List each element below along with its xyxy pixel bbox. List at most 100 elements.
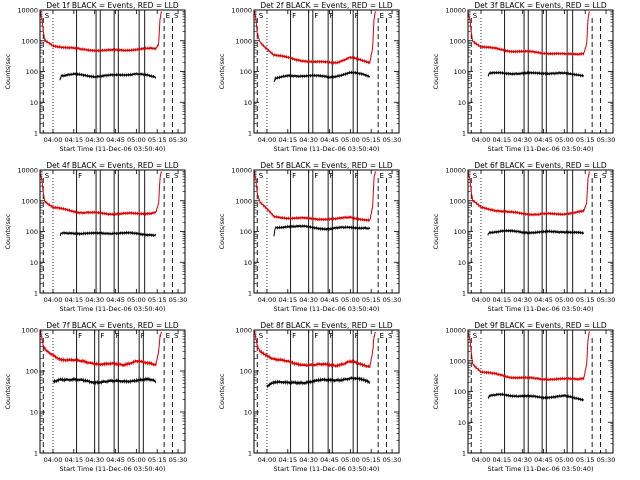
- events-series-line: [487, 70, 585, 78]
- flag-letter: F: [355, 332, 359, 340]
- x-tick-label: 05:30: [597, 296, 616, 304]
- flag-letter: S: [388, 172, 393, 180]
- y-tick-label: 1000: [21, 197, 38, 205]
- y-tick-label: 1: [462, 290, 466, 298]
- x-axis-label: Start Time (11-Dec-06 03:50:40): [59, 145, 165, 153]
- x-tick-label: 04:45: [320, 456, 339, 464]
- y-tick-label: 10: [244, 259, 252, 267]
- chart-panel-4: Det 4f BLACK = Events, RED = LLD Counts/s…: [4, 161, 187, 313]
- flag-letter: S: [45, 332, 50, 340]
- x-tick-label: 04:45: [320, 296, 339, 304]
- y-tick-label: 100: [240, 228, 252, 236]
- y-axis-label: Counts/sec: [218, 53, 226, 89]
- x-tick-label: 04:45: [534, 456, 553, 464]
- x-tick-label: 05:30: [169, 136, 188, 144]
- lld-series-line: [468, 171, 590, 217]
- flag-letter: F: [292, 12, 296, 20]
- flag-letter: F: [355, 12, 359, 20]
- flag-letter: E: [380, 12, 384, 20]
- flag-letter: E: [380, 172, 384, 180]
- flag-letter: E: [166, 12, 170, 20]
- chart-title: Det 8f BLACK = Events, RED = LLD: [260, 321, 393, 330]
- plot-frame: [253, 329, 400, 454]
- x-tick-label: 04:45: [106, 456, 125, 464]
- y-tick-label: 100: [454, 388, 466, 396]
- x-axis-label: Start Time (11-Dec-06 03:50:40): [59, 465, 165, 473]
- chart-title: Det 1f BLACK = Events, RED = LLD: [46, 1, 179, 10]
- flag-letter: S: [45, 12, 50, 20]
- flag-letter: S: [473, 332, 478, 340]
- flag-letter: S: [259, 12, 264, 20]
- x-tick-label: 05:00: [341, 296, 360, 304]
- events-series-line: [52, 376, 157, 386]
- flag-letter: S: [473, 12, 478, 20]
- lld-series-line: [254, 171, 376, 223]
- y-tick-label: 10000: [445, 7, 466, 15]
- x-tick-label: 04:00: [44, 456, 63, 464]
- x-tick-label: 05:30: [169, 456, 188, 464]
- chart-panel-3: Det 3f BLACK = Events, RED = LLD Counts/s…: [432, 1, 615, 153]
- x-tick-label: 05:00: [555, 296, 574, 304]
- x-tick-label: 04:00: [44, 296, 63, 304]
- x-tick-label: 05:15: [362, 136, 381, 144]
- y-tick-label: 10: [458, 259, 466, 267]
- flag-letter: F: [78, 332, 82, 340]
- chart-panel-2: Det 2f BLACK = Events, RED = LLD Counts/s…: [218, 1, 401, 153]
- x-tick-label: 05:15: [362, 456, 381, 464]
- x-tick-label: 05:15: [576, 456, 595, 464]
- x-tick-label: 04:45: [534, 136, 553, 144]
- x-tick-label: 05:00: [341, 136, 360, 144]
- y-tick-label: 100: [454, 228, 466, 236]
- x-tick-label: 04:30: [513, 136, 532, 144]
- y-tick-label: 1: [248, 290, 252, 298]
- chart-title: Det 6f BLACK = Events, RED = LLD: [474, 161, 607, 170]
- x-tick-label: 05:15: [148, 136, 167, 144]
- plot-frame: [467, 169, 614, 294]
- x-tick-label: 05:30: [383, 296, 402, 304]
- flag-letter: S: [174, 172, 179, 180]
- flag-letter: S: [473, 172, 478, 180]
- x-tick-label: 04:30: [85, 136, 104, 144]
- y-tick-label: 1: [248, 130, 252, 138]
- flag-letter: S: [259, 332, 264, 340]
- x-axis-label: Start Time (11-Dec-06 03:50:40): [273, 305, 379, 313]
- x-tick-label: 04:15: [278, 136, 297, 144]
- flag-letter: S: [174, 332, 179, 340]
- y-axis-label: Counts/sec: [4, 373, 12, 409]
- flag-letter: F: [314, 12, 318, 20]
- plot-frame: [39, 9, 186, 134]
- x-tick-label: 05:00: [341, 456, 360, 464]
- x-tick-label: 04:45: [534, 296, 553, 304]
- lld-series-line: [40, 330, 162, 368]
- y-axis-label: Counts/sec: [432, 373, 440, 409]
- chart-panel-8: Det 8f BLACK = Events, RED = LLD Counts/s…: [218, 321, 401, 473]
- flag-letter: S: [602, 172, 607, 180]
- y-tick-label: 10: [458, 99, 466, 107]
- events-series-line: [273, 70, 371, 83]
- plot-frame: [253, 169, 400, 294]
- events-series-line: [487, 392, 585, 402]
- chart-panel-5: Det 5f BLACK = Events, RED = LLD Counts/s…: [218, 161, 401, 313]
- lld-series-line: [40, 171, 162, 217]
- events-series-line: [59, 71, 157, 81]
- x-tick-label: 04:15: [64, 456, 83, 464]
- flag-letter: F: [100, 332, 104, 340]
- x-tick-label: 04:15: [278, 456, 297, 464]
- y-axis-label: Counts/sec: [4, 53, 12, 89]
- x-tick-label: 04:30: [299, 456, 318, 464]
- y-tick-label: 1: [34, 130, 38, 138]
- x-tick-label: 04:00: [472, 296, 491, 304]
- x-tick-label: 04:15: [492, 456, 511, 464]
- flag-letter: S: [388, 12, 393, 20]
- x-tick-label: 04:15: [492, 296, 511, 304]
- flag-letter: S: [174, 12, 179, 20]
- flag-letter: F: [292, 332, 296, 340]
- x-tick-label: 05:00: [555, 136, 574, 144]
- flag-letter: S: [45, 172, 50, 180]
- y-tick-label: 1000: [235, 327, 252, 335]
- chart-title: Det 3f BLACK = Events, RED = LLD: [474, 1, 607, 10]
- x-tick-label: 04:00: [472, 456, 491, 464]
- y-tick-label: 1000: [21, 37, 38, 45]
- x-tick-label: 05:30: [597, 456, 616, 464]
